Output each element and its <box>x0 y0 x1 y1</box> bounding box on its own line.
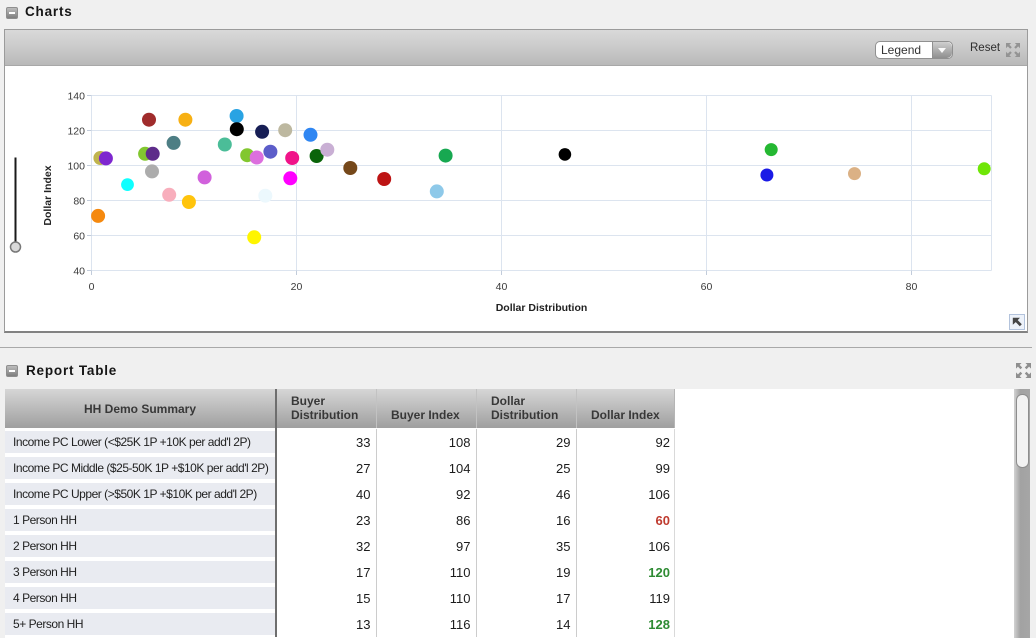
svg-text:80: 80 <box>73 196 85 208</box>
svg-text:20: 20 <box>291 281 303 293</box>
svg-text:100: 100 <box>67 161 85 173</box>
svg-text:0: 0 <box>89 281 95 293</box>
svg-text:Dollar Index: Dollar Index <box>42 165 54 225</box>
svg-text:60: 60 <box>73 231 85 243</box>
svg-text:40: 40 <box>73 266 85 278</box>
svg-text:60: 60 <box>701 281 713 293</box>
svg-text:Dollar Distribution: Dollar Distribution <box>496 302 588 314</box>
svg-text:140: 140 <box>67 91 85 103</box>
svg-text:80: 80 <box>906 281 918 293</box>
svg-text:120: 120 <box>67 126 85 138</box>
svg-text:40: 40 <box>496 281 508 293</box>
